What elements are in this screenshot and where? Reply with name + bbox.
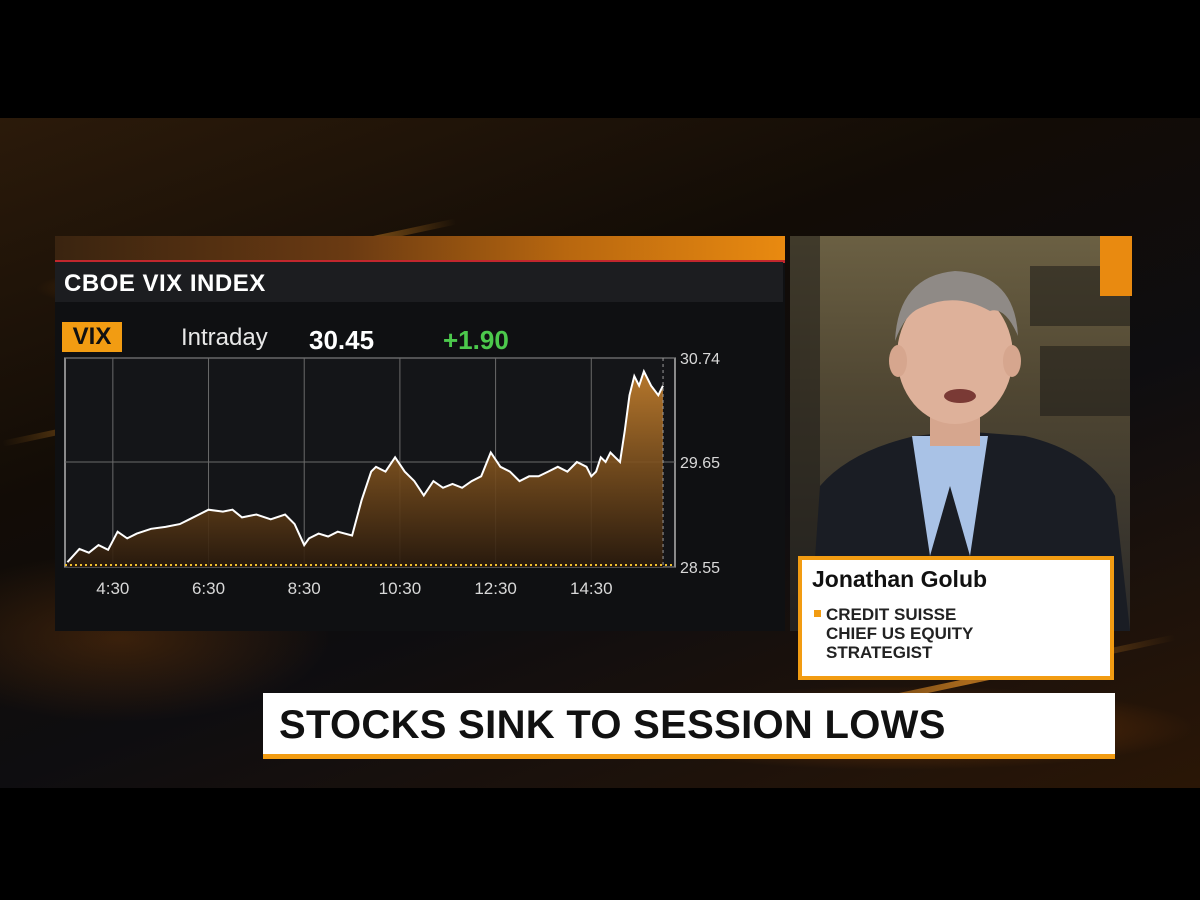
guest-name-card: Jonathan Golub CREDIT SUISSE CHIEF US EQ…: [798, 556, 1114, 680]
guest-name: Jonathan Golub: [812, 566, 988, 592]
series-area: [67, 371, 663, 567]
x-tick-label: 8:30: [288, 579, 321, 598]
last-price: 30.45: [309, 325, 375, 355]
x-tick-label: 14:30: [570, 579, 613, 598]
price-change: +1.90: [443, 325, 509, 355]
y-tick-label: 29.65: [680, 455, 720, 472]
guest-title-line: CREDIT SUISSE: [826, 605, 957, 624]
chart-top-stripe: [55, 236, 785, 262]
period-label: Intraday: [181, 324, 268, 351]
background-panel: [1040, 346, 1130, 416]
x-tick-label: 12:30: [474, 579, 517, 598]
x-tick-label: 10:30: [379, 579, 422, 598]
headline-bar: STOCKS SINK TO SESSION LOWS: [263, 693, 1115, 759]
chart-plot: 4:30 6:30 8:30 10:30 12:30 14:30 30.74 29.65 28.…: [64, 351, 720, 598]
ticker-badge: VIX: [62, 322, 122, 352]
title-marker: [814, 610, 821, 617]
y-tick-label: 28.55: [680, 560, 720, 577]
chart-top-stripe-accent: [55, 260, 785, 263]
guest-title-line: STRATEGIST: [826, 643, 933, 662]
x-tick-label: 4:30: [96, 579, 129, 598]
chart-panel: CBOE VIX INDEX VIX Intraday 30.45 +1.90 …: [55, 236, 785, 631]
guest-title-line: CHIEF US EQUITY: [826, 624, 974, 643]
x-tick-label: 6:30: [192, 579, 225, 598]
chart-title: CBOE VIX INDEX: [64, 270, 266, 297]
broadcast-background: CBOE VIX INDEX VIX Intraday 30.45 +1.90 …: [0, 118, 1200, 788]
headline: STOCKS SINK TO SESSION LOWS: [279, 703, 946, 747]
series-line: [66, 368, 664, 563]
chart-title-bar: CBOE VIX INDEX: [55, 262, 783, 302]
guest-frame-accent: [1100, 236, 1132, 296]
y-tick-label: 30.74: [680, 351, 720, 368]
